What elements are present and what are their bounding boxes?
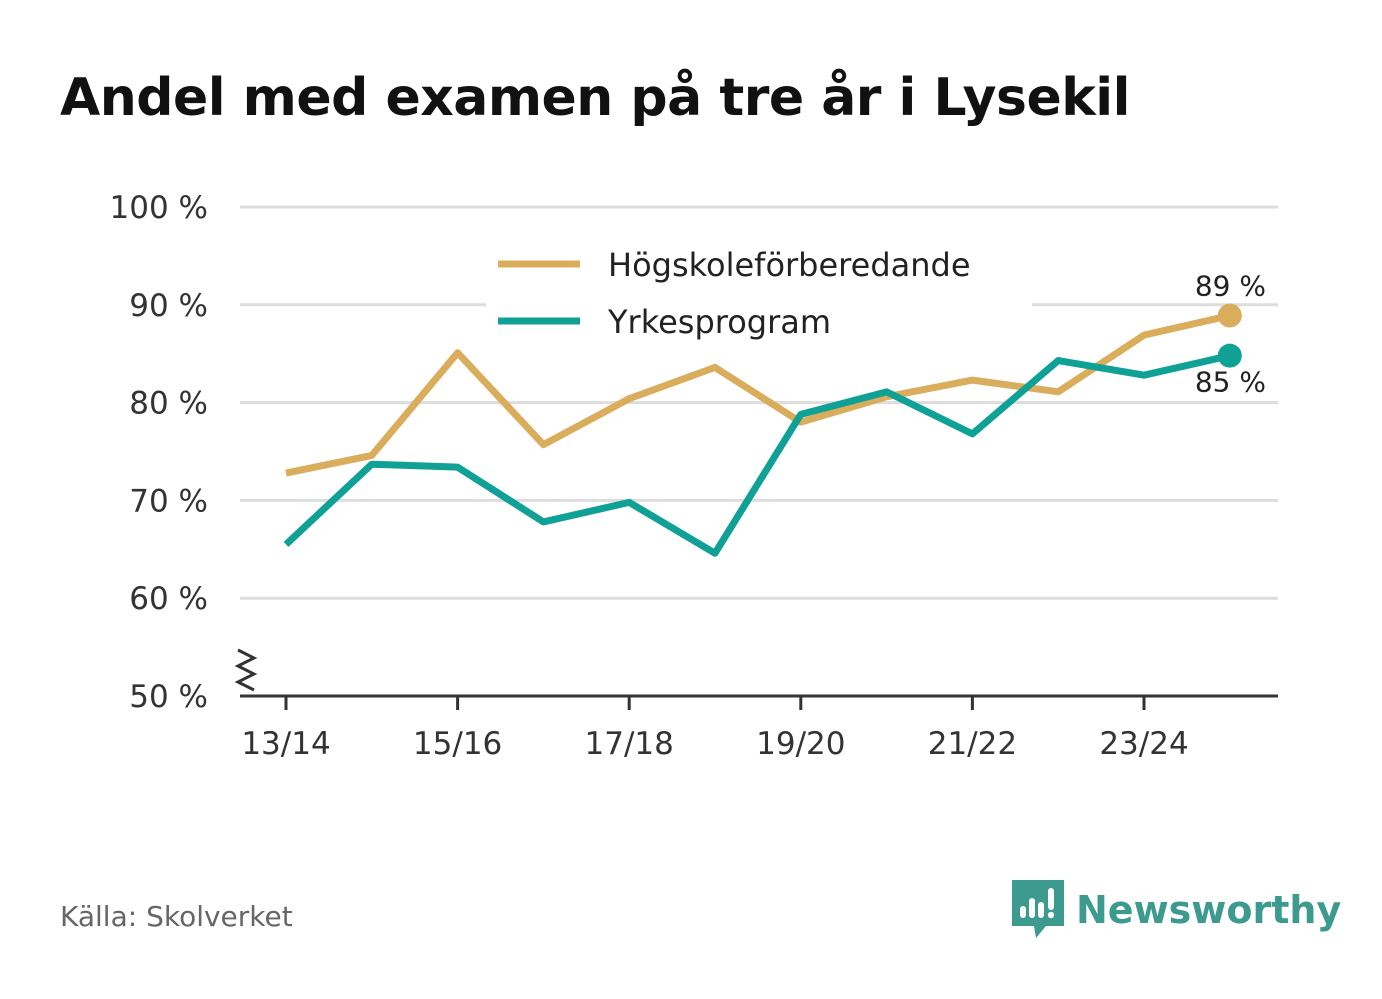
newsworthy-logo: Newsworthy bbox=[1012, 880, 1341, 940]
source-note: Källa: Skolverket bbox=[60, 900, 293, 933]
end-labels: 89 % 85 % bbox=[1195, 270, 1266, 399]
legend-label-1: Yrkesprogram bbox=[607, 303, 831, 341]
x-tick-label: 13/14 bbox=[241, 726, 330, 762]
legend: Högskoleförberedande Yrkesprogram bbox=[486, 238, 1032, 350]
x-tick-label: 19/20 bbox=[756, 726, 845, 762]
x-axis: 13/14 15/16 17/18 19/20 21/22 23/24 bbox=[234, 648, 1278, 762]
newsworthy-icon bbox=[1012, 880, 1064, 938]
axis-break-icon bbox=[234, 648, 258, 692]
chart-title: Andel med examen på tre år i Lysekil bbox=[60, 68, 1130, 128]
series-lines bbox=[283, 303, 1242, 557]
x-tick-label: 15/16 bbox=[413, 726, 502, 762]
legend-background bbox=[486, 238, 1032, 350]
y-axis-ticks: 50 % 60 % 70 % 80 % 90 % 100 % bbox=[110, 190, 208, 715]
end-point-0 bbox=[1217, 303, 1242, 328]
series-line-1 bbox=[283, 352, 1231, 557]
end-point-1 bbox=[1217, 343, 1242, 368]
end-label-yrkes: 85 % bbox=[1195, 366, 1266, 399]
line-chart: 50 % 60 % 70 % 80 % 90 % 100 % 13/14 15/16 17/1… bbox=[110, 190, 1278, 762]
y-tick-label: 100 % bbox=[110, 190, 208, 226]
x-tick-label: 23/24 bbox=[1099, 726, 1188, 762]
series-line-0 bbox=[285, 312, 1231, 477]
y-tick-label: 50 % bbox=[129, 679, 208, 715]
y-tick-label: 90 % bbox=[129, 288, 208, 324]
brand-name: Newsworthy bbox=[1076, 888, 1342, 932]
x-tick-label: 17/18 bbox=[585, 726, 674, 762]
end-label-hogskole: 89 % bbox=[1195, 270, 1266, 303]
y-tick-label: 60 % bbox=[129, 581, 208, 617]
y-tick-label: 70 % bbox=[129, 483, 208, 519]
legend-label-0: Högskoleförberedande bbox=[608, 246, 971, 284]
x-tick-label: 21/22 bbox=[928, 726, 1017, 762]
y-tick-label: 80 % bbox=[129, 386, 208, 422]
